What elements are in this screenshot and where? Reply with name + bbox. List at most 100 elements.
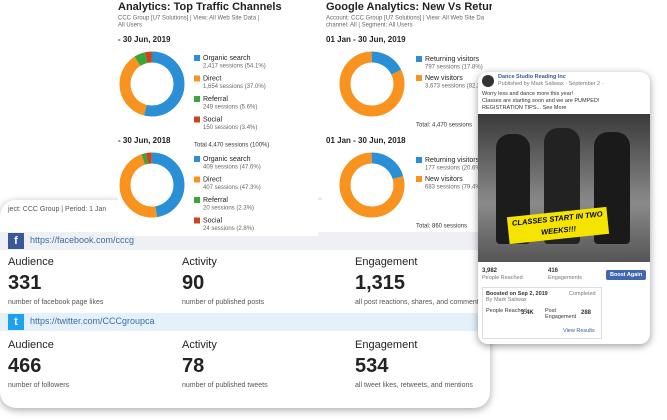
donut-segment [119, 51, 185, 117]
legend-swatch [194, 116, 200, 123]
box-reached-label: People Reached [486, 308, 527, 314]
legend-label: Referral [203, 197, 228, 204]
legend-detail: 177 sessions (20.6%) [425, 166, 483, 172]
donut-segment [339, 152, 405, 218]
legend-label: Referral [203, 96, 228, 103]
metric-label: Audience [8, 339, 54, 351]
post-line: Worry less and dance more this year! [482, 91, 573, 97]
boosted: Boosted on Sep 2, 2019 [486, 291, 548, 297]
legend-swatch [416, 157, 422, 163]
legend-label: Direct [203, 176, 221, 183]
panel-subtitle: Account: CCC Group [U7 Solutions] | View… [326, 16, 485, 22]
metric-caption: number of published posts [182, 299, 265, 306]
twitter-url[interactable]: https://twitter.com/CCCgroupca [30, 316, 155, 326]
legend-swatch [194, 156, 200, 162]
metric-value: 466 [8, 355, 42, 377]
avatar [482, 75, 494, 87]
metric-caption: number of facebook page likes [8, 299, 104, 306]
legend-label: Organic search [203, 156, 251, 163]
legend-label: Organic search [203, 55, 251, 62]
legend-swatch [194, 96, 200, 102]
facebook-url[interactable]: https://facebook.com/cccg [30, 235, 135, 245]
legend-label: Direct [203, 75, 221, 82]
panel-subtitle: All Users [118, 23, 142, 29]
metric-value: 90 [182, 272, 205, 294]
twitter-bar: t https://twitter.com/CCCgroupca [0, 313, 490, 331]
chart-date: 01 Jan - 30 Jun, 2018 [326, 136, 406, 145]
metric-label: Activity [182, 339, 217, 351]
panel-title: Analytics: Top Traffic Channels [118, 1, 282, 13]
donut-segment [119, 51, 185, 117]
panel-title: Google Analytics: New Vs Returni [326, 1, 492, 13]
legend-detail: 409 sessions (47.6%) [203, 165, 261, 171]
metric-caption: number of published tweets [182, 382, 268, 389]
boosted-by: By Mark Saliwax [486, 297, 527, 303]
chart-date: - 30 Jun, 2018 [118, 136, 171, 145]
engagements-label: Engagements [548, 275, 582, 281]
legend-swatch [194, 176, 200, 183]
social-subtitle: ject: CCC Group | Period: 1 Jan [8, 206, 107, 213]
legend-detail: 24 sessions (2.8%) [203, 226, 254, 232]
chart-total: Total: 4,470 sessions [416, 123, 472, 129]
metric-value: 331 [8, 272, 42, 294]
legend-label: Social [203, 217, 223, 224]
legend-swatch [194, 197, 200, 203]
metric-label: Engagement [355, 256, 418, 268]
visitors-panel: Google Analytics: New Vs Returni Account:… [322, 0, 492, 232]
traffic-chart: Analytics: Top Traffic Channels CCC Group… [118, 1, 282, 232]
box-reached: 3.4K [521, 310, 534, 316]
reached-label: People Reached [482, 275, 523, 281]
chart-date: - 30 Jun, 2019 [118, 35, 171, 44]
facebook-icon: f [8, 233, 24, 249]
boost-box: Boosted on Sep 2, 2019 By Mark Saliwax C… [482, 287, 602, 339]
chart-total: Total 4,470 sessions (100%) [194, 143, 269, 149]
byline: Published by Mark Saliwax · September 2 … [498, 81, 604, 87]
panel-subtitle: CCC Group [U7 Solutions] | View: All Web… [118, 16, 260, 22]
twitter-icon: t [8, 314, 24, 330]
legend-detail: 249 sessions (5.6%) [203, 105, 257, 111]
donut-segment [119, 152, 185, 218]
chart-total: Total: 860 sessions [416, 224, 467, 230]
metric-label: Audience [8, 256, 54, 268]
engagements: 416 [548, 268, 559, 274]
legend-swatch [194, 217, 200, 224]
legend-detail: 1,654 sessions (37.0%) [203, 84, 266, 90]
legend-label: New visitors [425, 75, 463, 82]
donut-segment [119, 152, 185, 218]
legend-label: Returning visitors [425, 157, 480, 164]
legend-detail: 2,417 sessions (54.1%) [203, 64, 266, 70]
legend-detail: 797 sessions (17.8%) [425, 65, 483, 71]
metric-value: 1,315 [355, 272, 406, 294]
legend-swatch [194, 75, 200, 82]
metric-label: Activity [182, 256, 217, 268]
legend-detail: 150 sessions (3.4%) [203, 125, 257, 131]
legend-label: Returning visitors [425, 56, 480, 63]
legend-label: Social [203, 116, 223, 123]
metric-caption: all tweet likes, retweets, and mentions [355, 382, 473, 389]
box-eng-label: Post Engagement [545, 308, 577, 320]
legend-detail: 407 sessions (47.3%) [203, 185, 261, 191]
metric-caption: number of followers [8, 382, 70, 389]
legend-swatch [416, 176, 422, 182]
post-card: Dance Studio Reading Inc Published by Ma… [478, 72, 650, 344]
boost-button[interactable]: Boost Again [606, 270, 647, 280]
legend-detail: 20 sessions (2.3%) [203, 206, 254, 212]
legend-detail: 3,673 sessions (82.2%) [425, 84, 488, 90]
legend-swatch [194, 55, 200, 61]
legend-swatch [416, 75, 422, 81]
facebook-bar: f https://facebook.com/cccg [0, 232, 490, 250]
post-line: Classes are starting soon and we are PUM… [482, 98, 600, 104]
legend-detail: 683 sessions (79.4%) [425, 185, 483, 191]
metric-caption: all post reactions, shares, and comments [355, 299, 483, 306]
visitors-chart: Google Analytics: New Vs Returni Account:… [326, 1, 492, 230]
legend-label: New visitors [425, 176, 463, 183]
post-line: REGISTRATION TIPS... See More [482, 105, 567, 111]
reached: 3,982 [482, 268, 498, 274]
metric-value: 78 [182, 355, 205, 377]
view-results[interactable]: View Results [563, 328, 595, 334]
box-eng: 288 [581, 310, 592, 316]
metric-label: Engagement [355, 339, 418, 351]
page-name: Dance Studio Reading Inc [498, 74, 566, 80]
traffic-panel: Analytics: Top Traffic Channels CCC Group… [118, 0, 318, 236]
post-image: CLASSES START IN TWO WEEKS!!! [478, 114, 650, 262]
